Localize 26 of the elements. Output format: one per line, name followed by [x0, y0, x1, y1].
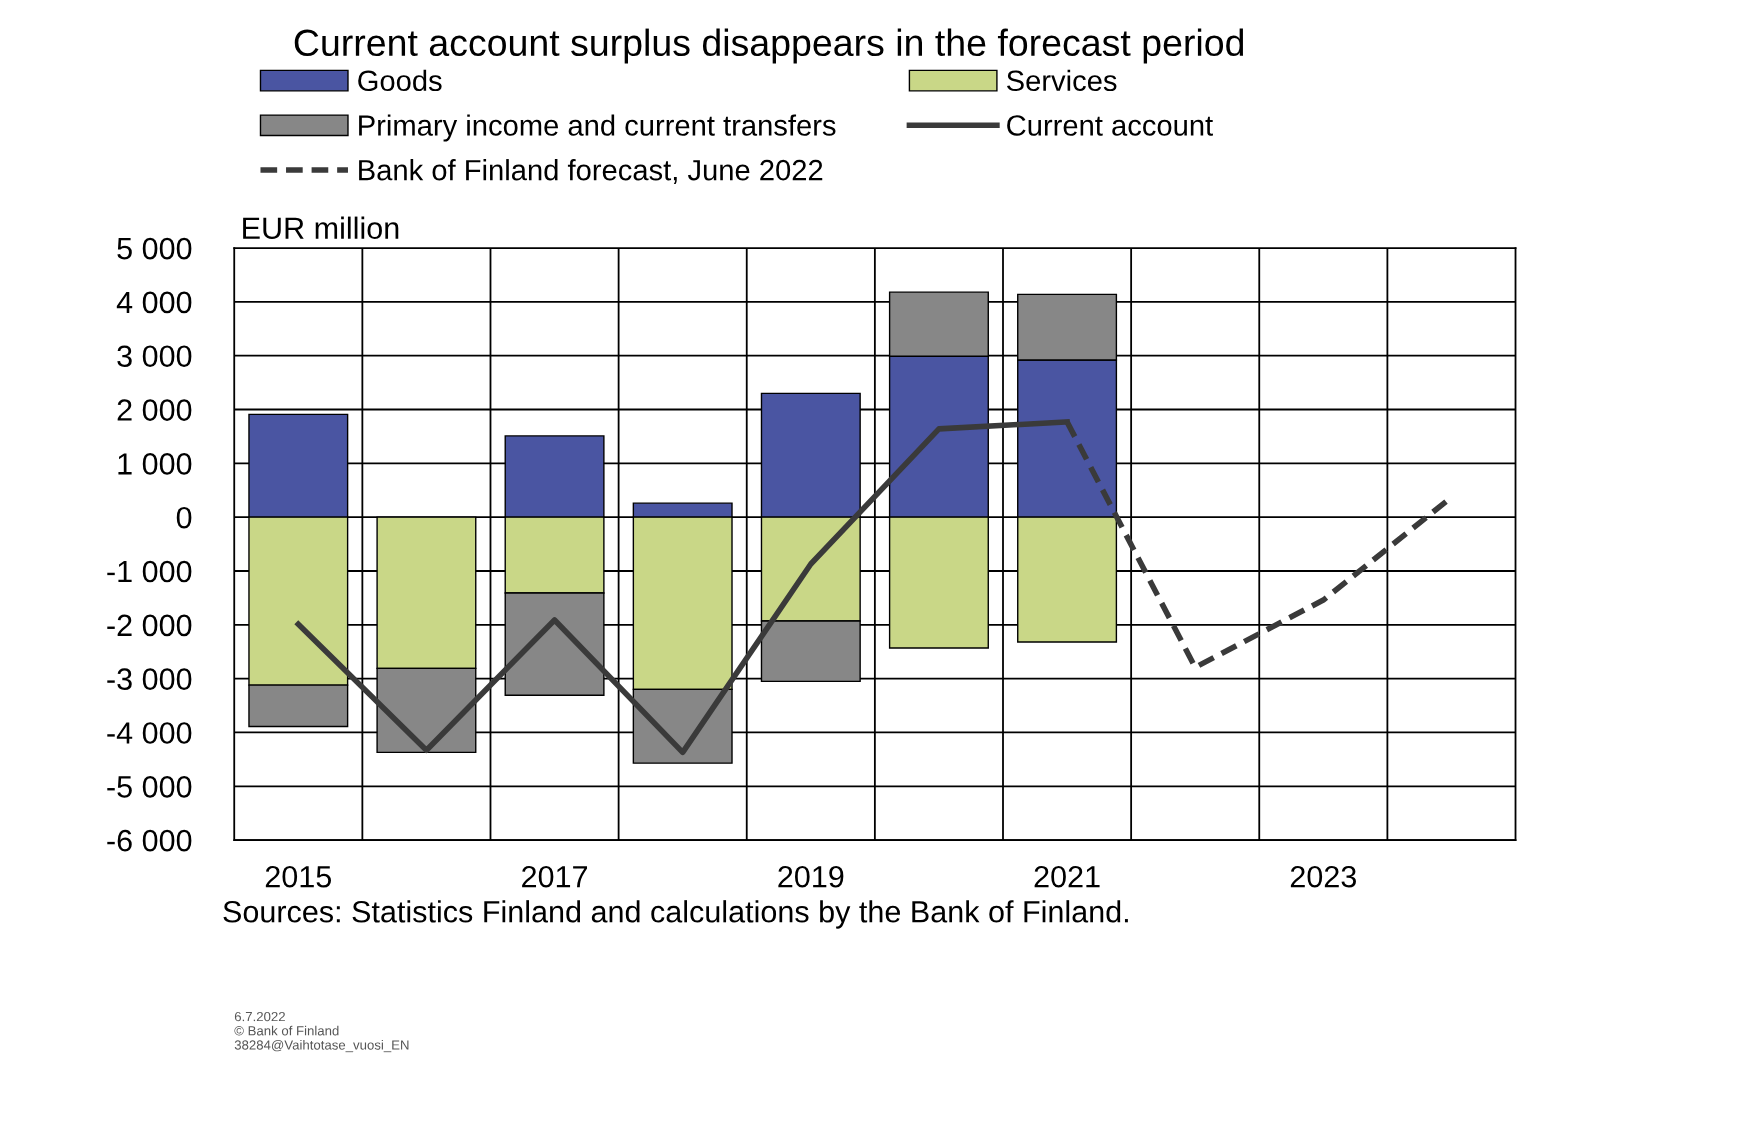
source-note: Sources: Statistics Finland and calculations by the Bank of Finland.	[223, 900, 1128, 929]
legend-label: Primary income and current transfers	[359, 114, 836, 142]
y-tick-label: -1 000	[107, 560, 192, 583]
x-tick-label: 2023	[1290, 865, 1356, 888]
y-tick-label: -3 000	[107, 668, 192, 690]
legend-label: Current account	[1007, 115, 1213, 136]
y-tick-label: -4 000	[107, 722, 192, 744]
x-tick-label: 2019	[778, 865, 844, 888]
chart-title: Current account surplus disappears in the forecast period	[294, 28, 1244, 64]
y-tick-label: 5 000	[117, 237, 192, 260]
y-tick-label: -2 000	[107, 614, 192, 637]
y-tick-label: 0	[176, 506, 192, 529]
y-tick-label: 2 000	[117, 399, 192, 421]
x-tick-label: 2017	[522, 865, 588, 888]
x-tick-label: 2021	[1034, 865, 1100, 888]
y-tick-label: -6 000	[107, 829, 192, 852]
y-tick-label: 4 000	[116, 291, 192, 314]
legend-label: Bank of Finland forecast, June 2022	[359, 159, 823, 184]
x-tick-label: 2015	[265, 865, 332, 888]
text: 6.7.2022 © Bank of Finland 38284@Vaihtotase_vuosi_EN	[234, 1011, 409, 1053]
y-tick-label: -5 000	[107, 776, 192, 798]
y-tick-label: 3 000	[117, 345, 192, 368]
legend-label: Goods	[358, 69, 442, 92]
legend-label: Services	[1006, 69, 1117, 92]
y-axis-title: EUR million	[243, 216, 399, 240]
y-tick-label: 1 000	[118, 453, 192, 475]
